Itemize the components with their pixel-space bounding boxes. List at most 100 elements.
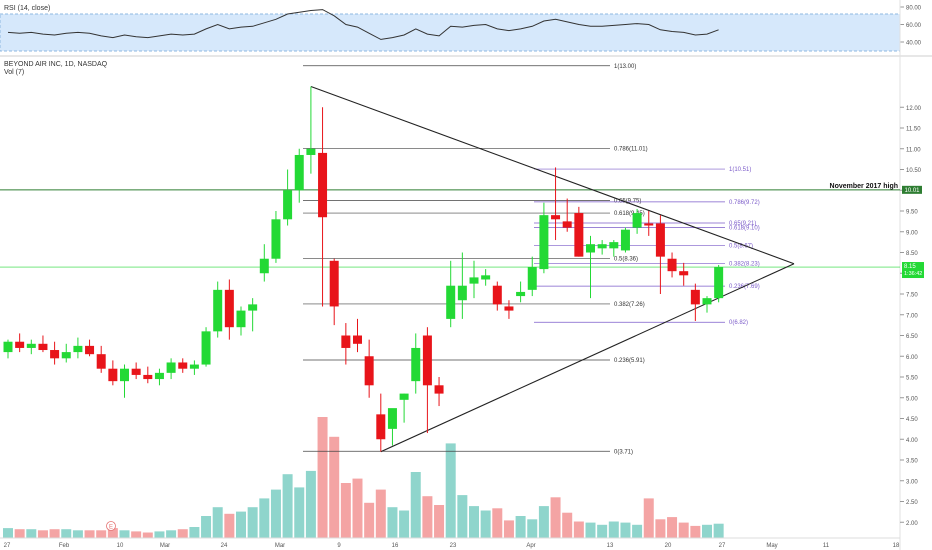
candle[interactable]: [26, 339, 36, 355]
candle[interactable]: [574, 206, 584, 257]
candle[interactable]: [609, 240, 619, 257]
candle-body: [376, 414, 386, 440]
candle-body: [551, 215, 561, 220]
candle[interactable]: [341, 323, 351, 365]
candle-body: [61, 352, 71, 359]
candle[interactable]: [283, 169, 293, 226]
candle[interactable]: [399, 393, 409, 423]
candle[interactable]: [120, 364, 129, 398]
candle[interactable]: [551, 167, 561, 241]
volume-bar: [364, 502, 375, 538]
volume-bar: [620, 522, 631, 538]
candle[interactable]: [679, 262, 689, 286]
candle-body: [434, 385, 444, 394]
last-price-tag-text: 8.15: [904, 264, 916, 270]
volume-bar: [538, 506, 549, 538]
candle[interactable]: [446, 260, 456, 328]
candle[interactable]: [271, 211, 281, 263]
candle-body: [283, 190, 293, 220]
candle[interactable]: [586, 235, 595, 299]
date-axis-label: Mar: [160, 543, 170, 549]
volume-bar: [597, 524, 608, 538]
candle[interactable]: [96, 345, 106, 373]
candle[interactable]: [376, 393, 386, 452]
volume-bar: [667, 517, 678, 538]
candle[interactable]: [411, 333, 421, 394]
candle[interactable]: [61, 343, 71, 363]
candle[interactable]: [201, 327, 211, 367]
candle[interactable]: [516, 281, 526, 303]
fib-level-label: 0.5(8.36): [614, 256, 638, 262]
candle[interactable]: [539, 202, 549, 274]
candle[interactable]: [644, 211, 654, 236]
candle[interactable]: [108, 360, 118, 386]
candle[interactable]: [15, 333, 25, 353]
candle[interactable]: [562, 198, 572, 232]
candle[interactable]: [143, 366, 153, 384]
candle[interactable]: [73, 337, 83, 359]
candle[interactable]: [178, 358, 188, 373]
candle[interactable]: [481, 269, 491, 286]
candle-body: [213, 289, 223, 332]
candle[interactable]: [353, 318, 362, 353]
candle[interactable]: [329, 258, 339, 326]
earnings-marker[interactable]: E: [106, 521, 116, 531]
candle[interactable]: [387, 408, 397, 446]
fib-level-label: 0.236(5.91): [614, 358, 645, 364]
candle[interactable]: [504, 300, 514, 319]
volume-bar: [562, 512, 573, 538]
candle[interactable]: [224, 279, 234, 340]
candle[interactable]: [189, 360, 199, 375]
candle-body: [178, 362, 188, 369]
candle[interactable]: [632, 208, 642, 234]
candle[interactable]: [306, 86, 316, 174]
candle[interactable]: [236, 306, 246, 336]
candle[interactable]: [457, 252, 467, 319]
candle-body: [667, 258, 677, 272]
candle[interactable]: [714, 264, 724, 303]
candle[interactable]: [3, 339, 13, 359]
candle[interactable]: [259, 244, 269, 282]
candle[interactable]: [469, 260, 479, 299]
candle-body: [38, 343, 48, 351]
candle[interactable]: [318, 107, 328, 307]
volume-bar: [527, 519, 538, 538]
candle-body: [469, 277, 479, 284]
candle-body: [399, 393, 409, 400]
volume-bar: [154, 531, 165, 538]
date-axis-label: Mar: [275, 543, 285, 549]
candle[interactable]: [492, 281, 502, 311]
candle[interactable]: [667, 252, 677, 278]
candle[interactable]: [50, 341, 60, 365]
candle[interactable]: [85, 339, 95, 357]
candle[interactable]: [597, 240, 607, 255]
candle-body: [714, 267, 724, 299]
candle-body: [108, 368, 118, 382]
candle-body: [597, 244, 607, 249]
volume-bar: [72, 530, 83, 538]
volume-bar: [294, 487, 305, 538]
candle[interactable]: [166, 358, 176, 380]
volume-bar: [270, 489, 281, 538]
volume-bar: [189, 527, 200, 538]
candle[interactable]: [131, 362, 141, 380]
candle[interactable]: [294, 148, 304, 203]
candle[interactable]: [702, 296, 712, 313]
candle[interactable]: [364, 339, 374, 398]
candle[interactable]: [620, 227, 630, 253]
candle-body: [224, 289, 234, 328]
candle[interactable]: [38, 335, 48, 353]
candle[interactable]: [422, 327, 432, 434]
candle[interactable]: [527, 256, 537, 297]
volume-bar: [131, 531, 142, 538]
candle[interactable]: [213, 281, 223, 338]
candle[interactable]: [434, 377, 444, 407]
candle[interactable]: [690, 283, 700, 321]
volume-bar: [469, 506, 479, 538]
volume-bar: [678, 522, 689, 538]
candle[interactable]: [154, 368, 164, 386]
price-axis-label: 6.00: [906, 355, 918, 361]
candle[interactable]: [655, 215, 665, 294]
candle[interactable]: [248, 298, 258, 332]
